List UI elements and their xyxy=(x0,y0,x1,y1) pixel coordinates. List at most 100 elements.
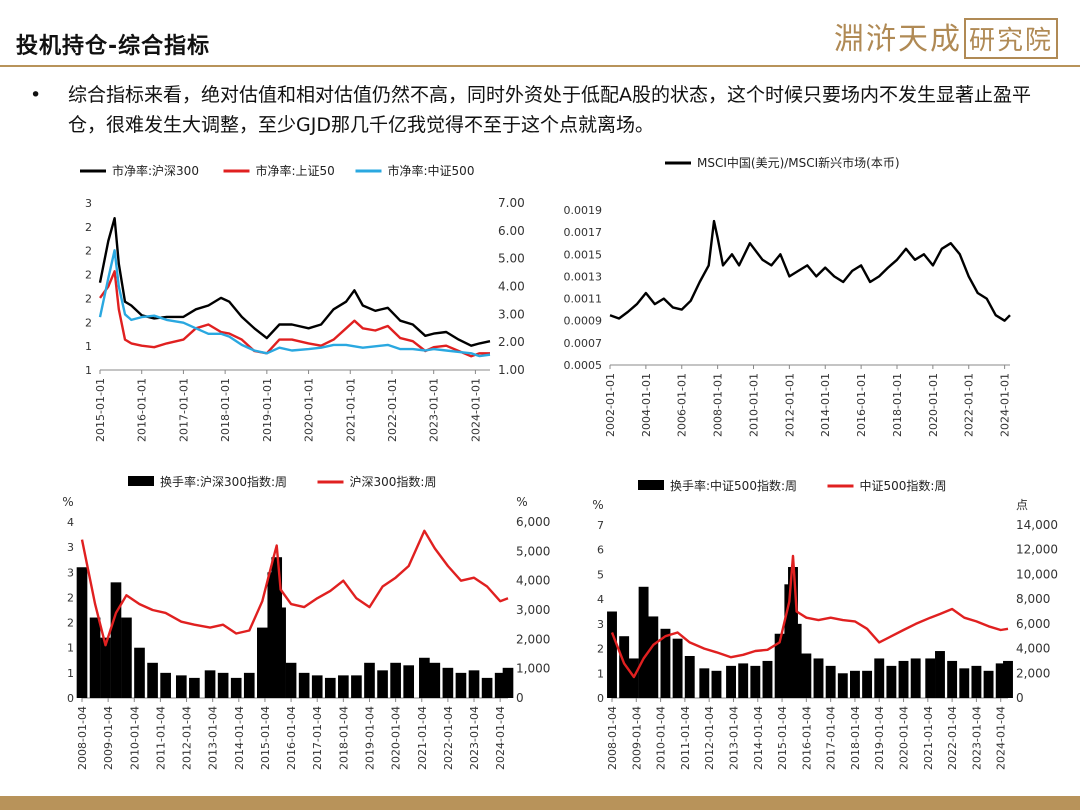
x-tick-label-8: 2018-01-01 xyxy=(891,373,904,437)
legend-label-1: 中证500指数:周 xyxy=(860,478,947,493)
bar-0-14 xyxy=(774,633,785,698)
bar-0-25 xyxy=(377,670,388,698)
y-right-tick-label-6: 2,000 xyxy=(1016,666,1050,680)
x-tick-label-10: 2018-01-04 xyxy=(337,706,350,770)
bar-0-12 xyxy=(750,665,761,698)
x-tick-label-7: 2015-01-04 xyxy=(259,706,272,770)
bar-0-18 xyxy=(285,662,297,698)
x-tick-label-3: 2011-01-04 xyxy=(154,706,167,770)
y-right-tick-label-1: 6.00 xyxy=(498,224,525,238)
series-line-2 xyxy=(98,249,491,358)
x-tick-label-2: 2010-01-04 xyxy=(655,706,668,770)
y-left-tick-label-7: 0.0005 xyxy=(564,359,603,372)
bar-0-5 xyxy=(660,628,671,698)
x-tick-label-0: 2002-01-01 xyxy=(604,373,617,437)
y-left-tick-label-1: 2 xyxy=(85,221,92,234)
x-tick-label-7: 2015-01-04 xyxy=(776,706,789,770)
bar-0-26 xyxy=(898,660,909,698)
bar-0-9 xyxy=(189,677,200,698)
bar-0-0 xyxy=(607,611,617,698)
x-tick-label-11: 2019-01-04 xyxy=(873,706,886,770)
x-tick-label-4: 2019-01-01 xyxy=(261,378,274,442)
bar-0-11 xyxy=(738,663,749,698)
slide-header: 投机持仓-综合指标 淵浒天成 研究院 xyxy=(0,0,1080,68)
bar-0-6 xyxy=(147,662,158,698)
bar-0-34 xyxy=(995,663,1006,698)
x-tick-label-6: 2014-01-04 xyxy=(233,706,246,770)
bar-0-8 xyxy=(699,668,710,698)
bar-0-32 xyxy=(971,665,982,698)
x-tick-label-6: 2014-01-01 xyxy=(819,373,832,437)
y-right-tick-label-2: 10,000 xyxy=(1016,567,1058,581)
x-tick-label-9: 2020-01-01 xyxy=(927,373,940,437)
y-left-tick-label-0: 7 xyxy=(597,519,604,532)
y-left-tick-label-1: 6 xyxy=(597,544,604,557)
y-right-tick-label-7: 0 xyxy=(1016,691,1024,705)
y-left-tick-label-4: 2 xyxy=(67,617,74,630)
x-tick-label-2: 2010-01-04 xyxy=(128,706,141,770)
y-left-tick-label-1: 3 xyxy=(67,541,74,554)
x-tick-label-4: 2012-01-04 xyxy=(181,706,194,770)
x-tick-label-0: 2008-01-04 xyxy=(76,706,89,770)
legend-label-0: 市净率:沪深300 xyxy=(112,163,199,178)
x-tick-label-10: 2022-01-01 xyxy=(963,373,976,437)
bar-0-3 xyxy=(110,582,122,698)
y-left-tick-label-0: 3 xyxy=(85,197,92,210)
x-tick-label-8: 2016-01-04 xyxy=(285,706,298,770)
x-tick-label-0: 2008-01-04 xyxy=(606,706,619,770)
x-tick-label-5: 2013-01-04 xyxy=(207,706,220,770)
y-left-tick-label-7: 1 xyxy=(85,364,92,377)
y-left-tick-label-2: 5 xyxy=(597,568,604,581)
y-left-tick-label-5: 0.0009 xyxy=(564,315,603,328)
y-right-tick-label-5: 4,000 xyxy=(1016,642,1050,656)
bar-0-30 xyxy=(947,660,958,698)
y-left-tick-label-5: 1 xyxy=(67,642,74,655)
legend-label-0: 换手率:中证500指数:周 xyxy=(670,478,797,493)
chart-msci-ratio: MSCI中国(美元)/MSCI新兴市场(本币) 2002-01-01 2004-01… xyxy=(564,155,1012,437)
bar-0-23 xyxy=(862,670,873,698)
series-line-1 xyxy=(99,270,490,358)
bar-0-33 xyxy=(983,670,994,698)
legend-label-2: 市净率:中证500 xyxy=(388,163,475,178)
y-right-tick-label-4: 6,000 xyxy=(1016,617,1050,631)
x-tick-label-5: 2020-01-01 xyxy=(303,378,316,442)
x-tick-label-9: 2017-01-04 xyxy=(825,706,838,770)
y-left-tick-label-5: 2 xyxy=(85,316,92,329)
x-tick-label-3: 2018-01-01 xyxy=(219,378,232,442)
bar-0-26 xyxy=(390,662,401,698)
x-tick-label-4: 2010-01-01 xyxy=(747,373,760,437)
y-left-tick-label-6: 1 xyxy=(85,340,92,353)
bar-0-10 xyxy=(204,670,216,698)
bar-0-6 xyxy=(672,638,683,698)
bar-0-27 xyxy=(910,658,921,698)
x-tick-label-6: 2014-01-04 xyxy=(752,706,765,770)
bar-0-21 xyxy=(324,677,336,698)
bar-0-29 xyxy=(935,651,945,698)
bar-0-27 xyxy=(403,665,415,698)
y-left-tick-label-3: 0.0013 xyxy=(564,270,603,283)
bar-0-2 xyxy=(100,637,111,698)
y-left-unit: % xyxy=(592,498,603,512)
y-right-tick-label-4: 2,000 xyxy=(516,632,550,646)
bar-0-4 xyxy=(648,616,659,698)
series-line-1 xyxy=(610,554,1009,679)
bar-0-11 xyxy=(217,672,229,698)
y-right-unit: % xyxy=(516,495,527,509)
bar-0-19 xyxy=(298,672,310,698)
x-tick-label-7: 2016-01-01 xyxy=(855,373,868,437)
bar-0-19 xyxy=(813,658,824,698)
chart-hs300-turnover: 换手率:沪深300指数:周 沪深300指数:周 2008-01-04 2009-01-… xyxy=(62,474,550,770)
y-left-tick-label-7: 0 xyxy=(597,692,604,705)
y-left-unit: % xyxy=(62,495,73,509)
bar-0-7 xyxy=(684,655,695,698)
bar-0-2 xyxy=(628,658,639,698)
y-right-tick-label-2: 4,000 xyxy=(516,574,550,588)
x-tick-label-3: 2008-01-01 xyxy=(712,373,725,437)
page-title: 投机持仓-综合指标 xyxy=(16,34,211,59)
x-tick-label-1: 2009-01-04 xyxy=(630,706,643,770)
bar-0-31 xyxy=(455,672,467,698)
y-left-tick-label-3: 2 xyxy=(85,269,92,282)
legend-label-1: 沪深300指数:周 xyxy=(350,474,437,489)
bar-0-18 xyxy=(801,653,812,698)
legend-label-0: 换手率:沪深300指数:周 xyxy=(160,474,287,489)
